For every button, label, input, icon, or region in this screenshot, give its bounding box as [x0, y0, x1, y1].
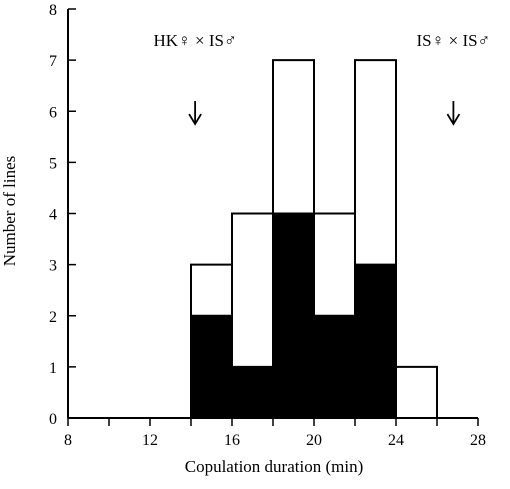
y-tick-label-1: 1 — [49, 360, 57, 377]
annotation-arrow-head-0 — [188, 113, 202, 126]
y-tick-label-2: 2 — [49, 309, 57, 326]
x-tick-label-28: 28 — [470, 432, 486, 449]
y-tick-label-7: 7 — [49, 53, 57, 70]
y-tick-label-3: 3 — [49, 258, 57, 275]
x-tick-label-20: 20 — [306, 432, 322, 449]
y-tick-label-6: 6 — [49, 104, 57, 121]
bars-group — [190, 59, 438, 419]
annotation-arrow-head-1 — [446, 113, 461, 126]
bar-filled-1 — [231, 365, 274, 419]
y-tick-label-8: 8 — [49, 2, 57, 19]
bar-filled-3 — [313, 314, 356, 419]
y-tick-label-4: 4 — [49, 207, 57, 224]
annotation-label-1: IS♀ × IS♂ — [416, 31, 490, 50]
y-tick-label-5: 5 — [49, 155, 57, 172]
y-tick-label-0: 0 — [49, 411, 57, 428]
bar-filled-4 — [354, 263, 397, 419]
x-tick-label-12: 12 — [142, 432, 158, 449]
bar-filled-2 — [272, 212, 315, 419]
y-axis-label: Number of lines — [0, 156, 19, 266]
annotation-label-0: HK♀ × IS♂ — [153, 31, 236, 50]
bar-filled-0 — [190, 314, 233, 419]
annotations-group: HK♀ × IS♂ IS♀ × IS♂ — [153, 31, 490, 126]
x-tick-label-8: 8 — [64, 432, 72, 449]
x-tick-label-24: 24 — [388, 432, 404, 449]
x-tick-label-16: 16 — [224, 432, 240, 449]
x-axis-label: Copulation duration (min) — [185, 457, 363, 476]
bar-total-5 — [395, 365, 438, 419]
